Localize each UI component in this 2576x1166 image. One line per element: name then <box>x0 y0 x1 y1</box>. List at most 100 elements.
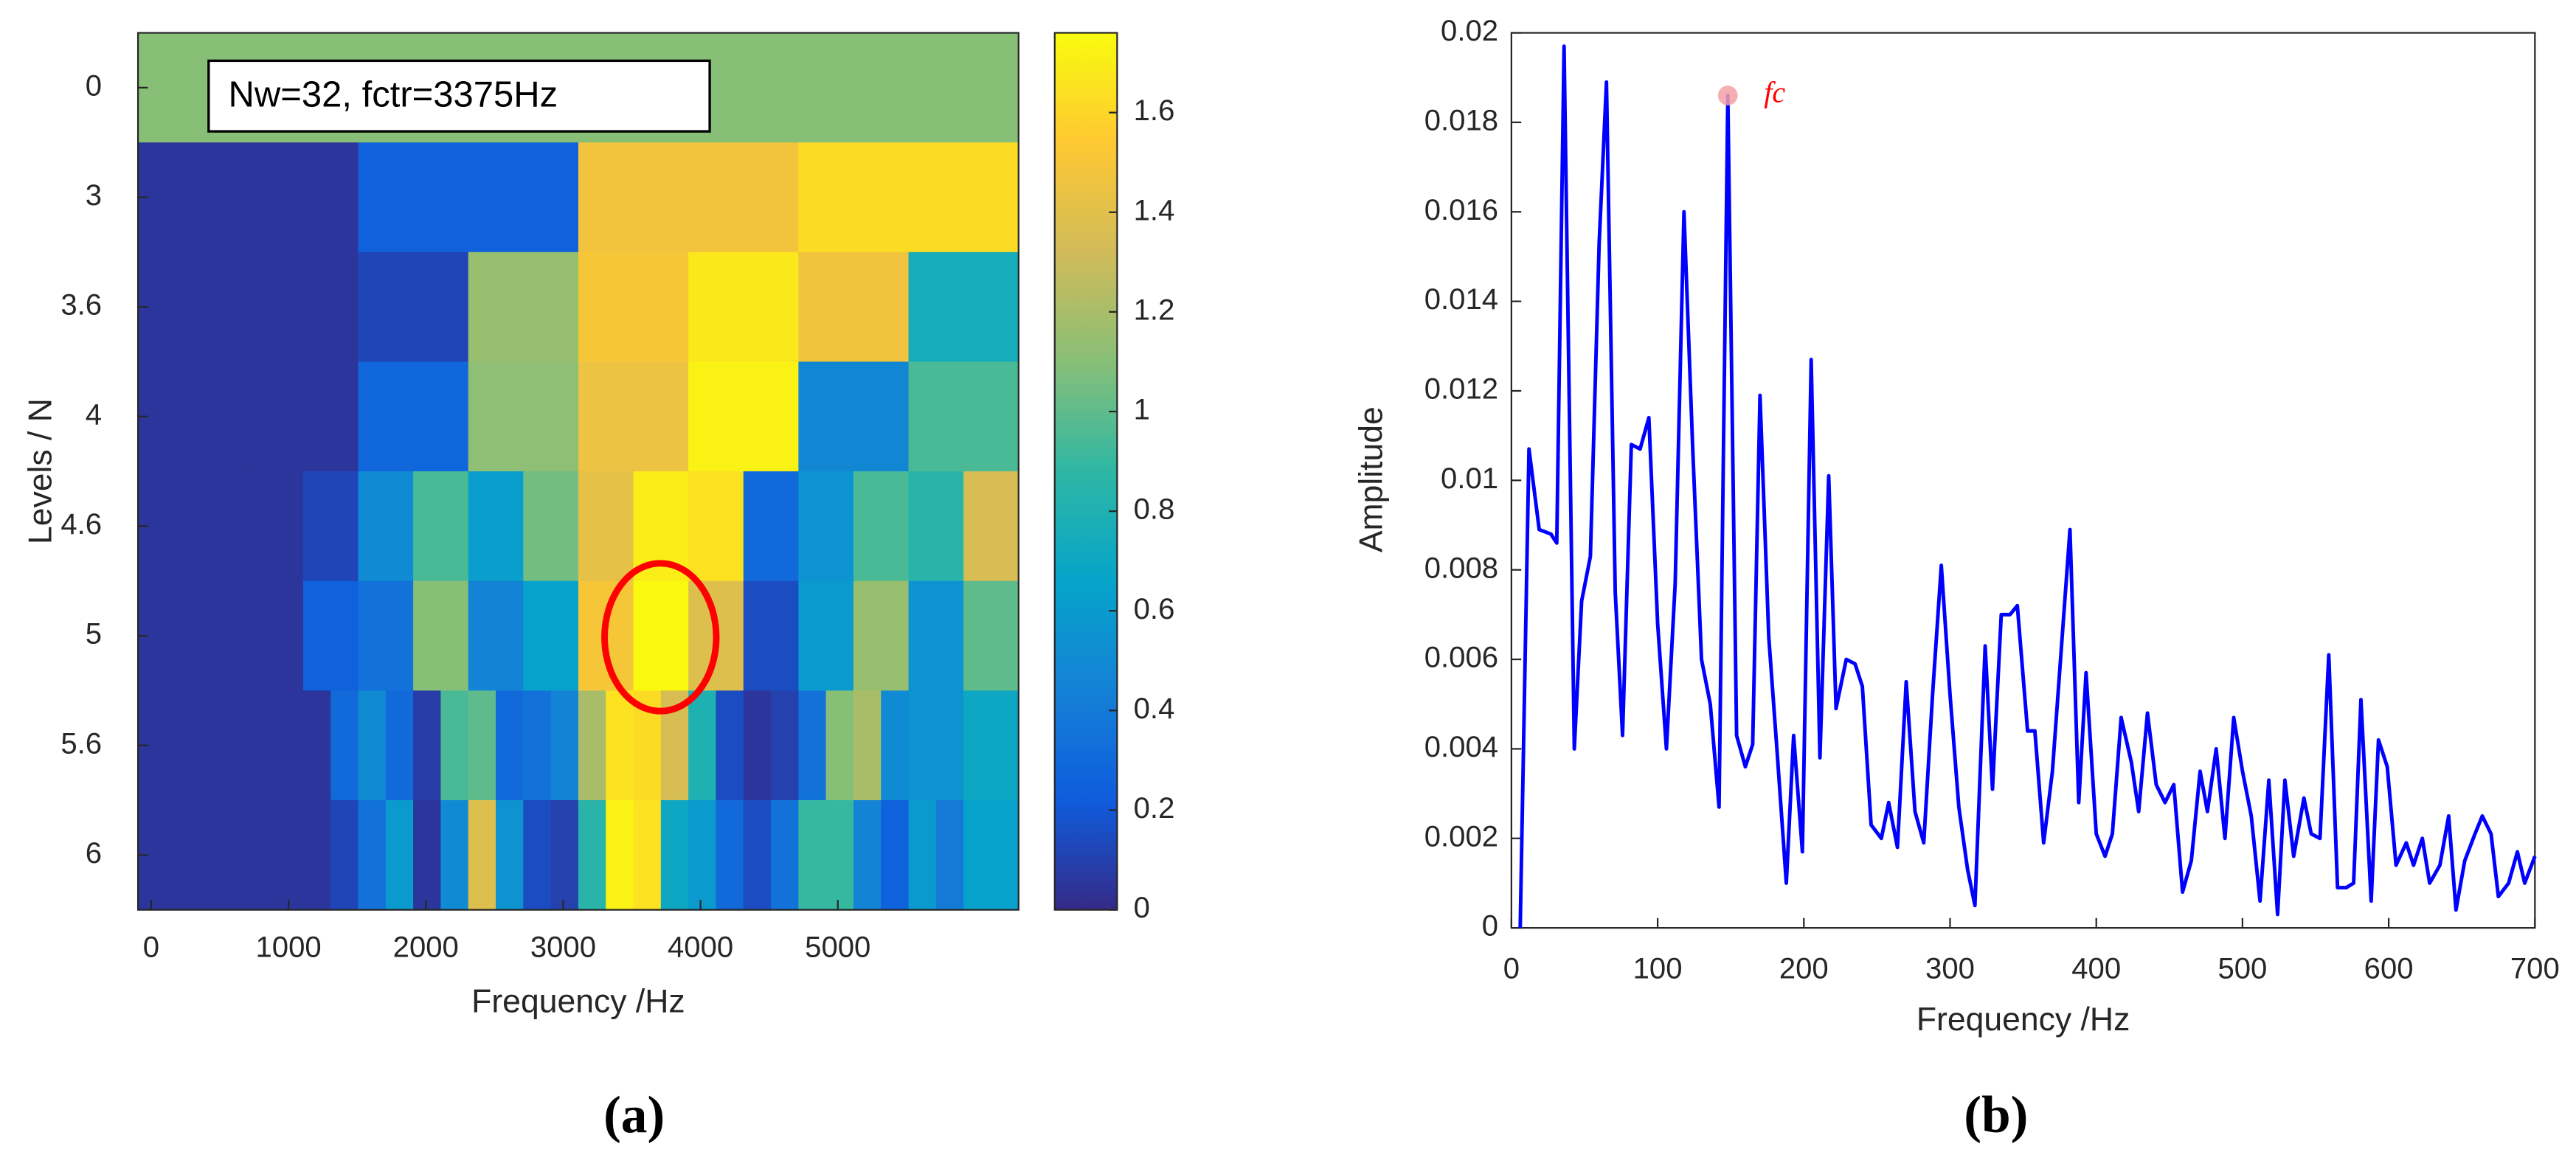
heatmap-cell <box>248 690 277 801</box>
y-axis-label: Levels / N <box>23 398 59 544</box>
y-tick-label: 3 <box>86 179 102 212</box>
y-tick-label: 0.016 <box>1424 194 1498 226</box>
x-tick-label: 300 <box>1925 953 1975 985</box>
highlight-ellipse <box>601 560 720 715</box>
heatmap-cell <box>440 799 469 911</box>
y-tick-label: 6 <box>86 837 102 870</box>
heatmap-cell <box>275 799 304 911</box>
heatmap-cell <box>798 471 854 582</box>
y-tick-label: 5 <box>86 618 102 650</box>
y-tick-label: 3.6 <box>60 289 102 322</box>
heatmap-cell <box>688 361 800 472</box>
heatmap-cell <box>825 799 854 911</box>
axes-box <box>1510 32 2536 929</box>
y-tick-label: 0.02 <box>1441 15 1498 47</box>
heatmap-cell <box>550 690 579 801</box>
heatmap-cell <box>165 799 194 911</box>
heatmap-cell <box>165 690 194 801</box>
heatmap-cell <box>468 580 524 692</box>
fc-marker <box>1717 86 1738 105</box>
heatmap-cell <box>302 690 332 801</box>
x-tick-label: 1000 <box>256 931 322 964</box>
heatmap-cell <box>550 799 579 911</box>
heatmap-cell <box>935 690 965 801</box>
heatmap-cell <box>688 251 800 363</box>
colorbar <box>1053 32 1118 911</box>
heatmap-cell <box>248 361 359 472</box>
heatmap-cell <box>330 690 359 801</box>
x-tick-label: 0 <box>143 931 159 964</box>
heatmap-cell <box>358 361 469 472</box>
heatmap-cell <box>771 799 800 911</box>
x-tick-label: 2000 <box>393 931 459 964</box>
heatmap-cell <box>935 799 965 911</box>
heatmap-cell <box>716 799 744 911</box>
heatmap-cell <box>468 690 496 801</box>
heatmap-cell <box>138 361 249 472</box>
heatmap-cell <box>220 799 249 911</box>
colorbar-tick-label: 1.6 <box>1134 94 1175 127</box>
heatmap-cell <box>523 799 552 911</box>
heatmap-cell <box>193 799 221 911</box>
heatmap-cell <box>908 471 965 582</box>
heatmap-cell <box>248 251 359 363</box>
heatmap-cell <box>578 690 607 801</box>
heatmap-cell <box>523 471 579 582</box>
y-tick-label: 0.006 <box>1424 642 1498 674</box>
heatmap-cell <box>578 471 634 582</box>
heatmap-cell <box>798 580 854 692</box>
heatmap-cell <box>853 690 882 801</box>
heatmap-cell <box>963 799 992 911</box>
y-tick-label: 5.6 <box>60 727 102 760</box>
heatmap-cell <box>908 361 1019 472</box>
y-tick-label: 0.014 <box>1424 283 1498 316</box>
heatmap-cell <box>358 142 579 253</box>
heatmap-cell <box>798 361 910 472</box>
heatmap-cell <box>908 251 1019 363</box>
axes-box <box>136 32 1019 911</box>
heatmap-cell <box>716 690 744 801</box>
heatmap-cell <box>193 690 221 801</box>
heatmap-cell <box>798 799 827 911</box>
heatmap-cell <box>358 799 387 911</box>
heatmap-cell <box>248 580 304 692</box>
heatmap-cell <box>413 471 469 582</box>
heatmap-cell <box>963 690 992 801</box>
heatmap-cell <box>606 690 634 801</box>
heatmap-cell <box>496 690 524 801</box>
panel-b: 0 0.002 0.004 0.006 0.008 0.01 0.012 0.014 0.016… <box>1354 15 2560 1144</box>
colorbar-tick-label: 1.4 <box>1134 194 1175 226</box>
heatmap-cell <box>633 580 690 692</box>
x-tick-label: 3000 <box>530 931 596 964</box>
x-axis-label: Frequency /Hz <box>1917 1002 2130 1038</box>
heatmap-cell <box>358 471 414 582</box>
colorbar-tick-label: 0.2 <box>1134 792 1175 825</box>
heatmap-cell <box>881 690 910 801</box>
heatmap-cell <box>302 580 359 692</box>
heatmap-cell <box>991 690 1019 801</box>
panel-label: (b) <box>1964 1086 2028 1144</box>
heatmap-cell <box>743 580 800 692</box>
heatmap-cell <box>138 142 359 253</box>
x-tick-label: 500 <box>2217 953 2267 985</box>
heatmap-cell <box>248 471 304 582</box>
heatmap-cell <box>523 580 579 692</box>
heatmap-cell <box>825 690 854 801</box>
heatmap-cell <box>771 690 800 801</box>
colorbar-tick-label: 1 <box>1134 394 1150 426</box>
x-tick-label: 0 <box>1503 953 1520 985</box>
heatmap-cell <box>908 799 937 911</box>
heatmap-cell <box>302 799 332 911</box>
heatmap-cell <box>440 690 469 801</box>
heatmap-cell <box>413 690 442 801</box>
heatmap-cell <box>908 690 937 801</box>
heatmap-cell <box>798 251 910 363</box>
heatmap-cell <box>743 799 772 911</box>
heatmap-cell <box>330 799 359 911</box>
annotation-text: Nw=32, fctr=3375Hz <box>229 74 558 114</box>
heatmap-cell <box>275 690 304 801</box>
heatmap-cell <box>963 471 1019 582</box>
y-tick-label: 4.6 <box>60 508 102 541</box>
colorbar-tick-label: 1.2 <box>1134 294 1175 326</box>
x-tick-label: 100 <box>1633 953 1683 985</box>
